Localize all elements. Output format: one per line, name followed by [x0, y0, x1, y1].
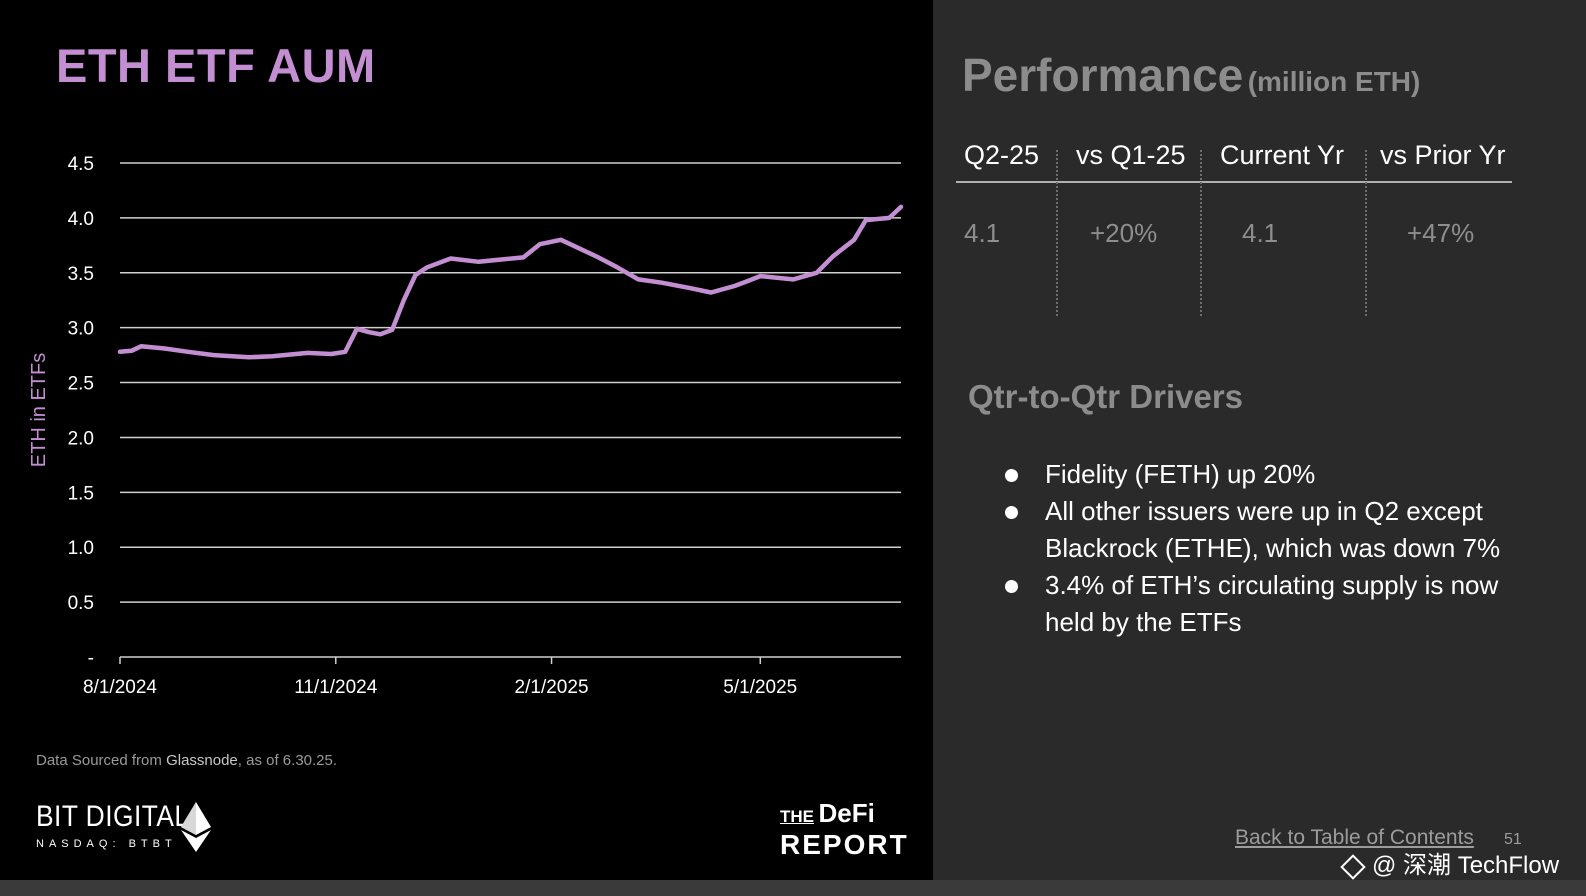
value-current-yr: 4.1: [1242, 218, 1279, 248]
x-tick-label: 5/1/2025: [723, 677, 797, 698]
driver-text: Fidelity (FETH) up 20%: [1045, 459, 1316, 489]
y-tick-label: 4.5: [68, 154, 94, 175]
driver-bullet: All other issuers were up in Q2 except B…: [1000, 493, 1540, 567]
performance-title: Performance (million ETH): [962, 48, 1420, 102]
x-tick-label: 2/1/2025: [515, 677, 589, 698]
y-axis-label: ETH in ETFs: [28, 353, 50, 467]
page-number: 51: [1504, 831, 1522, 848]
y-tick-label: 4.0: [68, 209, 94, 230]
source-prefix: Data Sourced from: [36, 752, 167, 769]
y-tick-label: -: [88, 648, 94, 669]
y-tick-label: 1.5: [68, 483, 94, 504]
bullet-dot-icon: [1005, 580, 1018, 593]
x-tick-label: 8/1/2024: [83, 677, 157, 698]
bit-digital-logo: BIT DIGITAL NASDAQ: BTBT: [36, 800, 210, 850]
driver-bullet: Fidelity (FETH) up 20%: [1000, 456, 1540, 493]
driver-bullet: 3.4% of ETH’s circulating supply is now …: [1000, 567, 1540, 641]
drivers-title: Qtr-to-Qtr Drivers: [968, 378, 1244, 415]
y-tick-label: 3.0: [68, 319, 94, 340]
bottom-strip: [0, 880, 1586, 896]
data-source-note: Data Sourced from Glassnode, as of 6.30.…: [36, 752, 337, 769]
value-vs-prior-yr: +47%: [1407, 218, 1475, 248]
y-tick-label: 3.5: [68, 264, 94, 285]
techflow-watermark: @ 深潮 TechFlow: [1340, 845, 1560, 880]
x-tick-label: 11/1/2024: [294, 677, 378, 698]
column-divider: [1200, 150, 1202, 316]
y-tick-label: 2.5: [68, 374, 94, 395]
header-current-yr: Current Yr: [1220, 140, 1345, 170]
defi-the-word: THE: [780, 807, 814, 826]
header-vs-prior-yr: vs Prior Yr: [1380, 140, 1506, 170]
source-suffix: , as of 6.30.25.: [237, 752, 338, 769]
driver-text: 3.4% of ETH’s circulating supply is now …: [1045, 570, 1499, 637]
techflow-logo-icon: [1340, 853, 1366, 880]
y-tick-label: 1.0: [68, 538, 94, 559]
series-line: [117, 204, 904, 360]
performance-panel: [933, 0, 1586, 896]
drivers-list: Fidelity (FETH) up 20% All other issuers…: [1000, 456, 1540, 641]
performance-heading: Performance: [962, 49, 1244, 101]
source-name: Glassnode: [166, 752, 238, 769]
back-to-contents-link[interactable]: Back to Table of Contents: [1235, 826, 1474, 849]
header-q2-25: Q2-25: [964, 140, 1040, 170]
bit-digital-ticker: NASDAQ: BTBT: [36, 838, 177, 850]
column-divider: [1365, 150, 1367, 316]
report-word: REPORT: [780, 829, 909, 860]
bit-digital-name: BIT DIGITAL: [36, 800, 190, 833]
defi-word: DeFi: [818, 798, 875, 828]
header-vs-q1-25: vs Q1-25: [1076, 140, 1186, 170]
value-q2-25: 4.1: [964, 218, 1001, 248]
bullet-dot-icon: [1005, 469, 1018, 482]
column-divider: [1056, 150, 1058, 316]
chart-title: ETH ETF AUM: [56, 39, 376, 92]
y-tick-label: 0.5: [68, 593, 94, 614]
driver-text: All other issuers were up in Q2 except B…: [1045, 496, 1501, 563]
table-header-rule: [956, 181, 1512, 183]
y-tick-label: 2.0: [68, 428, 94, 449]
watermark-text: @ 深潮 TechFlow: [1372, 852, 1560, 879]
performance-unit: (million ETH): [1247, 66, 1421, 97]
value-vs-q1-25: +20%: [1090, 218, 1158, 248]
aum-line-chart: - 0.5 1.0 1.5 2.0 2.5 3.0 3.5 4.0 4.5 8/1/2024 11/1…: [28, 154, 904, 698]
bullet-dot-icon: [1005, 506, 1018, 519]
ethereum-diamond-icon: [181, 802, 211, 852]
defi-report-logo: THE DeFi REPORT: [780, 798, 909, 860]
chart-panel: [0, 0, 933, 896]
